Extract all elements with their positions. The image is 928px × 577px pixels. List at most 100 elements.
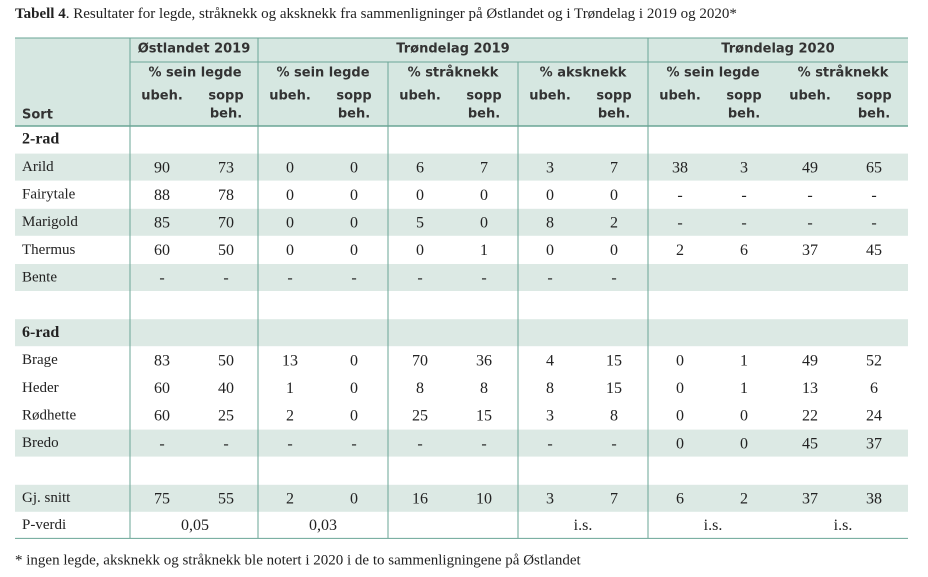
group-header: Østlandet 2019 xyxy=(138,42,251,57)
cell-value: 70 xyxy=(412,352,428,369)
section-heading: 2-rad xyxy=(22,131,59,148)
cell-value: 7 xyxy=(610,159,618,176)
cell-value: 6 xyxy=(416,159,424,176)
cell-value: 0 xyxy=(350,187,358,204)
cell-value: 0 xyxy=(480,187,488,204)
header-sort: Sort xyxy=(22,108,53,123)
cell-value: 50 xyxy=(218,242,234,259)
cell-value: 60 xyxy=(154,242,170,259)
cell-value: 6 xyxy=(740,242,748,259)
treatment-header: ubeh. xyxy=(399,89,441,104)
row-bg xyxy=(15,319,908,347)
cell-value: - xyxy=(287,270,292,287)
row-label: Thermus xyxy=(22,242,75,258)
cell-value: 0 xyxy=(676,408,684,425)
cell-value: 1 xyxy=(740,380,748,397)
cell-value: 50 xyxy=(218,352,234,369)
treatment-header: sopp xyxy=(856,89,891,104)
cell-value: 38 xyxy=(672,159,688,176)
cell-value: 0 xyxy=(676,352,684,369)
cell-value: 60 xyxy=(154,408,170,425)
p-value: i.s. xyxy=(574,517,593,534)
cell-value: 25 xyxy=(218,408,234,425)
cell-value: 37 xyxy=(802,490,818,507)
cell-value: 2 xyxy=(286,490,294,507)
row-label: Bredo xyxy=(22,435,59,451)
cell-value: 1 xyxy=(480,242,488,259)
group-header: Trøndelag 2019 xyxy=(396,42,509,57)
cell-value: - xyxy=(417,435,422,452)
cell-value: 5 xyxy=(416,214,424,231)
cell-value: 3 xyxy=(740,159,748,176)
cell-value: 2 xyxy=(676,242,684,259)
cell-value: - xyxy=(351,435,356,452)
cell-value: 36 xyxy=(476,352,492,369)
cell-value: 16 xyxy=(412,490,428,507)
measure-header: % sein legde xyxy=(148,66,241,81)
cell-value: 83 xyxy=(154,352,170,369)
row-label: Fairytale xyxy=(22,187,76,203)
cell-value: - xyxy=(741,187,746,204)
row-bg xyxy=(15,208,908,236)
cell-value: 3 xyxy=(546,408,554,425)
cell-value: 0 xyxy=(286,159,294,176)
cell-value: 2 xyxy=(740,490,748,507)
treatment-header: beh. xyxy=(210,107,242,122)
cell-value: 37 xyxy=(866,435,882,452)
p-value: i.s. xyxy=(834,517,853,534)
measure-header: % aksknekk xyxy=(540,66,627,81)
group-header: Trøndelag 2020 xyxy=(721,42,834,57)
cell-value: - xyxy=(741,214,746,231)
cell-value: 2 xyxy=(610,214,618,231)
row-bg xyxy=(15,264,908,291)
cell-value: 0 xyxy=(546,187,554,204)
cell-value: - xyxy=(611,270,616,287)
cell-value: 0 xyxy=(350,214,358,231)
cell-value: 38 xyxy=(866,490,882,507)
row-label: Arild xyxy=(22,159,54,175)
cell-value: 2 xyxy=(286,408,294,425)
row-label: Marigold xyxy=(22,214,78,230)
treatment-header: ubeh. xyxy=(789,89,831,104)
cell-value: 0 xyxy=(416,187,424,204)
cell-value: 0 xyxy=(350,408,358,425)
cell-value: 73 xyxy=(218,159,234,176)
treatment-header: beh. xyxy=(858,107,890,122)
cell-value: 13 xyxy=(802,380,818,397)
cell-value: 8 xyxy=(546,380,554,397)
measure-header: % stråknekk xyxy=(798,66,889,81)
cell-value: - xyxy=(481,270,486,287)
treatment-header: sopp xyxy=(466,89,501,104)
cell-value: 90 xyxy=(154,159,170,176)
cell-value: 60 xyxy=(154,380,170,397)
cell-value: - xyxy=(481,435,486,452)
cell-value: - xyxy=(871,187,876,204)
treatment-header: sopp xyxy=(208,89,243,104)
cell-value: 45 xyxy=(866,242,882,259)
cell-value: 0 xyxy=(350,380,358,397)
p-value: 0,05 xyxy=(181,517,209,534)
cell-value: - xyxy=(677,187,682,204)
header-bg xyxy=(15,38,908,126)
cell-value: 0 xyxy=(350,159,358,176)
row-label: P-verdi xyxy=(22,517,66,533)
cell-value: 0 xyxy=(610,187,618,204)
cell-value: - xyxy=(611,435,616,452)
cell-value: - xyxy=(159,270,164,287)
cell-value: 0 xyxy=(286,214,294,231)
cell-value: 1 xyxy=(286,380,294,397)
cell-value: 52 xyxy=(866,352,882,369)
cell-value: 0 xyxy=(740,408,748,425)
cell-value: 7 xyxy=(610,490,618,507)
cell-value: 15 xyxy=(476,408,492,425)
treatment-header: sopp xyxy=(596,89,631,104)
cell-value: - xyxy=(871,214,876,231)
p-value: i.s. xyxy=(704,517,723,534)
cell-value: - xyxy=(547,435,552,452)
cell-value: 0 xyxy=(676,380,684,397)
cell-value: 1 xyxy=(740,352,748,369)
cell-value: 3 xyxy=(546,490,554,507)
cell-value: 75 xyxy=(154,490,170,507)
cell-value: 0 xyxy=(416,242,424,259)
cell-value: - xyxy=(677,214,682,231)
